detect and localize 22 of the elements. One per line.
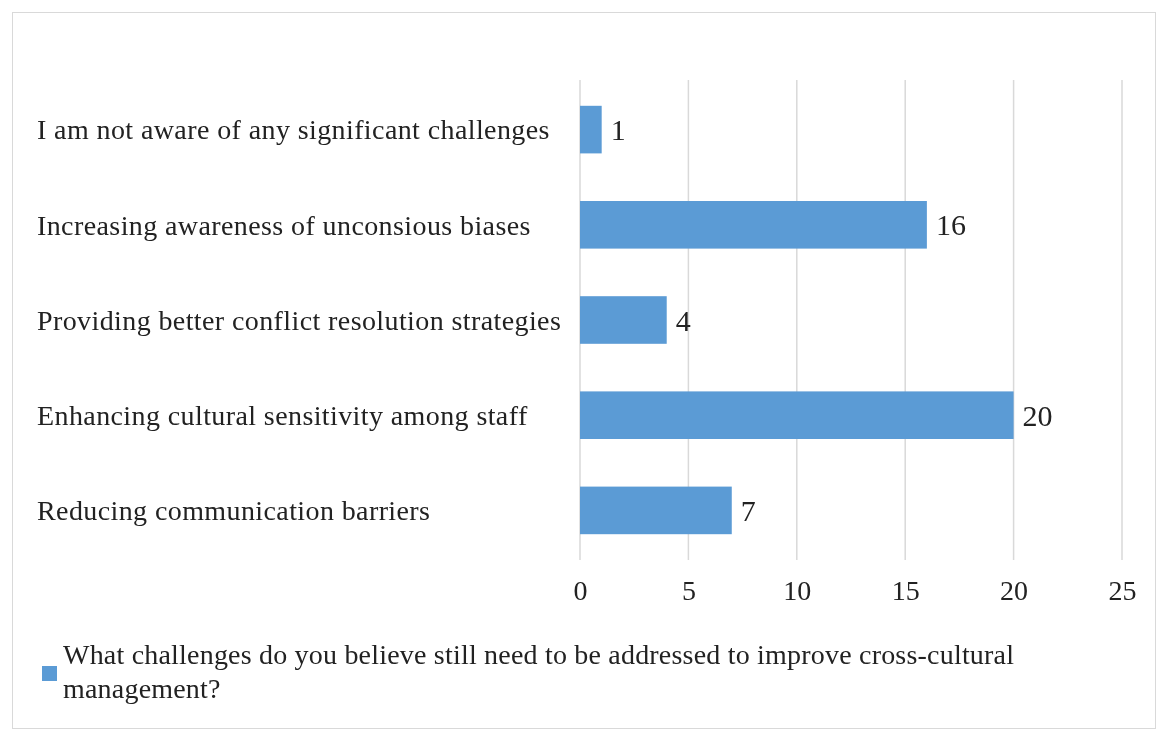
data-label: 4 <box>675 303 691 337</box>
x-tick-label: 10 <box>783 574 812 606</box>
data-label: 1 <box>610 113 626 147</box>
x-tick-label: 20 <box>1000 574 1029 606</box>
data-label: 16 <box>935 208 966 242</box>
x-tick-label: 5 <box>681 574 696 606</box>
bar <box>580 391 1014 439</box>
bar <box>580 201 927 249</box>
y-tick-label: Enhancing cultural sensitivity among staff <box>37 400 528 431</box>
x-tick-label: 25 <box>1108 574 1137 606</box>
x-tick-label: 15 <box>891 574 920 606</box>
y-tick-label: Reducing communication barriers <box>37 495 431 527</box>
data-label: 20 <box>1022 398 1053 432</box>
bar <box>580 296 667 344</box>
y-tick-label: Providing better conflict resolution strategies <box>37 304 562 336</box>
y-tick-label: I am not aware of any significant challenges <box>37 114 550 146</box>
y-tick-label: Increasing awareness of unconsious biases <box>37 209 531 241</box>
bar <box>580 105 602 154</box>
legend-label: What challenges do you believe still need to be addressed to improve cross-cultural management? <box>63 639 1015 704</box>
x-tick-label: 0 <box>573 574 588 606</box>
data-label: 7 <box>740 493 756 527</box>
bar <box>580 486 732 535</box>
